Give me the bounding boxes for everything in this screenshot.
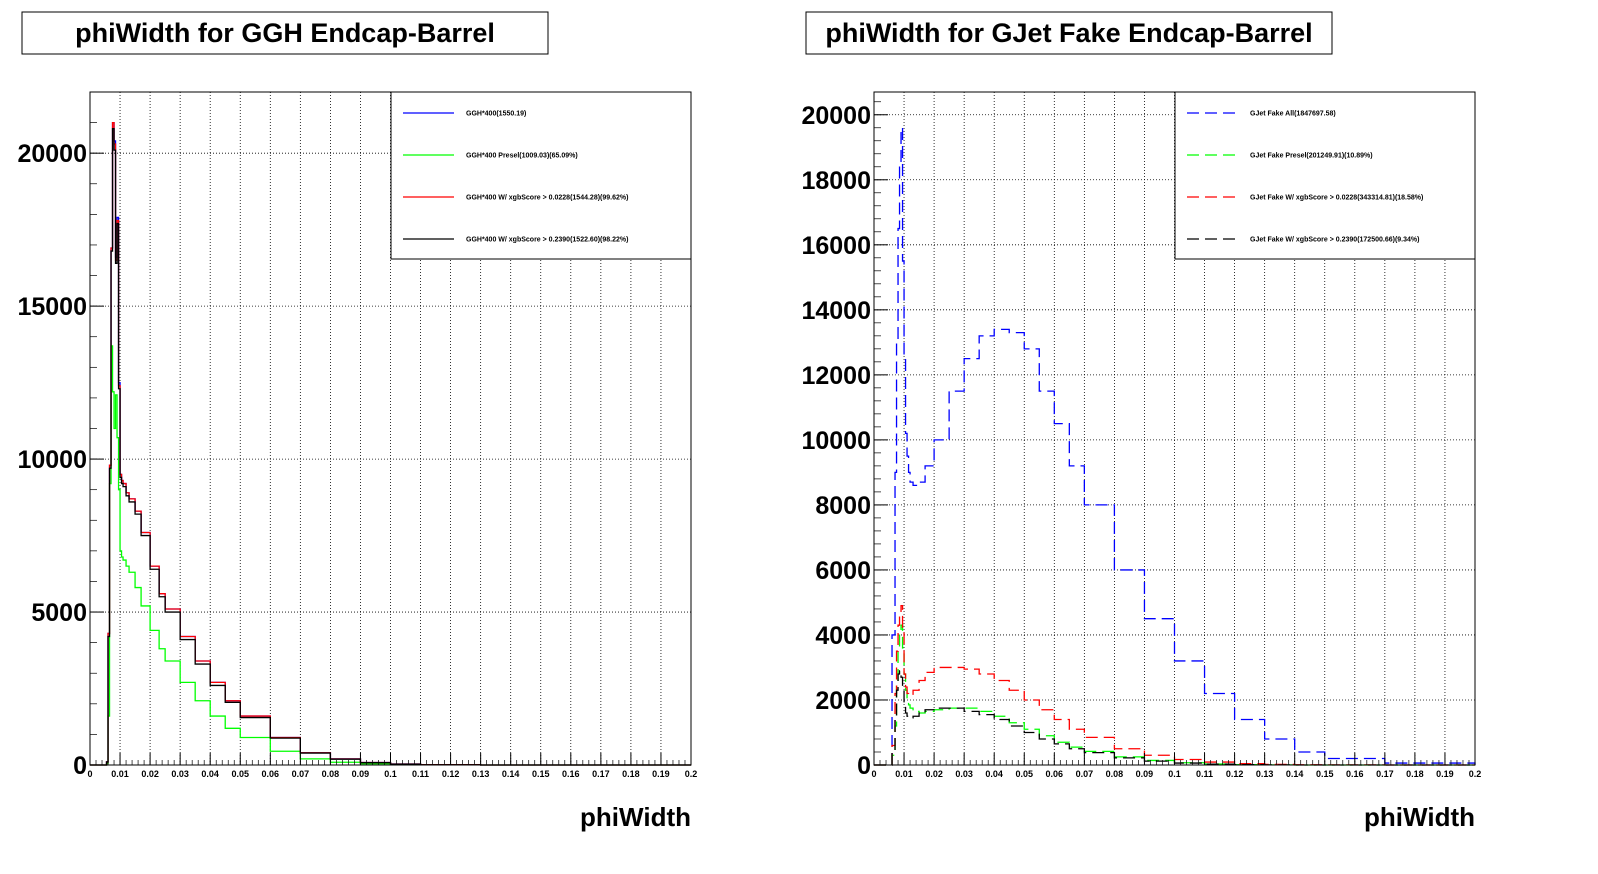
x-tick-label: 0.03 (171, 769, 189, 779)
title-box-ggh (21, 11, 549, 55)
x-tick-label: 0.09 (1136, 769, 1154, 779)
legend-entry-label: GJet Fake W/ xgbScore > 0.0228(343314.81… (1250, 195, 1423, 202)
y-tick-label: 0 (857, 752, 871, 780)
x-tick-label: 0.11 (1196, 769, 1213, 779)
chart-panel-ggh: phiWidth for GGH Endcap-Barrel 0 0.01 0.02… (17, 11, 698, 832)
x-tick-label: 0.02 (141, 769, 159, 779)
chart-panel-gjet: phiWidth for GJet Fake Endcap-Barrel 0 0.… (801, 11, 1482, 832)
legend-ggh: GGH*400(1550.19) GGH*400 Presel(1009.03)(… (390, 91, 692, 260)
x-tick-label: 0.09 (352, 769, 370, 779)
axis-ticks-ggh: 0 0.01 0.02 0.03 0.04 0.05 0.06 0.07 0.08 0.09 0.1… (17, 91, 698, 780)
x-tick-label: 0.19 (652, 769, 670, 779)
x-tick-label: 0.1 (384, 769, 397, 779)
x-tick-label: 0.07 (1076, 769, 1094, 779)
x-tick-label: 0.15 (532, 769, 550, 779)
series-line-0 (874, 127, 1476, 766)
chart-title-gjet: phiWidth for GJet Fake Endcap-Barrel (825, 18, 1312, 48)
y-tick-label: 20000 (17, 140, 87, 168)
x-tick-label: 0.08 (322, 769, 340, 779)
x-tick-label: 0.01 (111, 769, 129, 779)
x-tick-label: 0 (87, 769, 92, 779)
x-tick-label: 0.08 (1106, 769, 1124, 779)
x-tick-label: 0.14 (1286, 769, 1304, 779)
y-tick-label: 8000 (815, 492, 871, 520)
y-tick-label: 5000 (31, 599, 87, 627)
legend-box (1174, 91, 1476, 260)
x-tick-label: 0.02 (925, 769, 943, 779)
x-tick-label: 0.16 (562, 769, 580, 779)
x-tick-label: 0.2 (1469, 769, 1482, 779)
x-tick-label: 0.2 (685, 769, 698, 779)
series-line-2 (874, 605, 1475, 766)
x-tick-label: 0.05 (231, 769, 249, 779)
title-box-gjet (805, 11, 1333, 55)
chart-title-ggh: phiWidth for GGH Endcap-Barrel (75, 18, 495, 48)
gridlines-ggh (90, 92, 691, 765)
x-tick-label: 0.18 (1406, 769, 1424, 779)
x-tick-label: 0.03 (955, 769, 973, 779)
x-tick-label: 0.13 (1256, 769, 1274, 779)
x-axis-label-gjet: phiWidth (1364, 802, 1475, 832)
x-tick-label: 0.17 (1376, 769, 1394, 779)
x-tick-label: 0.1 (1168, 769, 1181, 779)
y-tick-label: 0 (73, 752, 87, 780)
y-tick-label: 10000 (801, 427, 871, 455)
x-tick-label: 0.15 (1316, 769, 1334, 779)
series-line-1 (90, 345, 691, 766)
legend-entry-label: GJet Fake W/ xgbScore > 0.2390(172500.66… (1250, 237, 1419, 244)
x-tick-label: 0.18 (622, 769, 640, 779)
legend-entry-label: GGH*400 Presel(1009.03)(65.09%) (466, 153, 578, 160)
x-tick-label: 0.01 (895, 769, 913, 779)
axis-ticks-gjet: 0 0.01 0.02 0.03 0.04 0.05 0.06 0.07 0.08 0.09 0.1… (801, 101, 1482, 780)
x-tick-label: 0.19 (1436, 769, 1454, 779)
y-tick-label: 10000 (17, 446, 87, 474)
y-tick-label: 2000 (815, 687, 871, 715)
x-tick-label: 0.12 (1226, 769, 1244, 779)
series-line-3 (90, 128, 691, 766)
x-tick-label: 0.16 (1346, 769, 1364, 779)
x-tick-label: 0.07 (292, 769, 310, 779)
legend-entry-label: GGH*400 W/ xgbScore > 0.2390(1522.60)(98… (466, 237, 628, 244)
x-tick-label: 0.13 (472, 769, 490, 779)
y-tick-label: 4000 (815, 622, 871, 650)
x-tick-label: 0.11 (412, 769, 429, 779)
y-tick-label: 14000 (801, 297, 871, 325)
x-tick-label: 0.04 (201, 769, 219, 779)
x-axis-label-ggh: phiWidth (580, 802, 691, 832)
x-tick-label: 0.14 (502, 769, 520, 779)
y-tick-label: 6000 (815, 557, 871, 585)
x-tick-label: 0.06 (262, 769, 280, 779)
x-tick-label: 0.04 (985, 769, 1003, 779)
y-tick-label: 20000 (801, 102, 871, 130)
x-tick-label: 0.06 (1046, 769, 1064, 779)
x-tick-label: 0.17 (592, 769, 610, 779)
legend-gjet: GJet Fake All(1847697.58) GJet Fake Prese… (1174, 91, 1476, 260)
x-tick-label: 0.12 (442, 769, 460, 779)
y-tick-label: 18000 (801, 167, 871, 195)
y-tick-label: 15000 (17, 293, 87, 321)
legend-entry-label: GJet Fake Presel(201249.91)(10.89%) (1250, 153, 1373, 160)
series-group-ggh (90, 121, 691, 766)
legend-entry-label: GGH*400(1550.19) (466, 111, 526, 118)
legend-box (390, 91, 692, 260)
y-tick-label: 16000 (801, 232, 871, 260)
legend-entry-label: GJet Fake All(1847697.58) (1250, 111, 1336, 118)
x-tick-label: 0 (871, 769, 876, 779)
x-tick-label: 0.05 (1015, 769, 1033, 779)
y-tick-label: 12000 (801, 362, 871, 390)
legend-entry-label: GGH*400 W/ xgbScore > 0.0228(1544.28)(99… (466, 195, 628, 202)
